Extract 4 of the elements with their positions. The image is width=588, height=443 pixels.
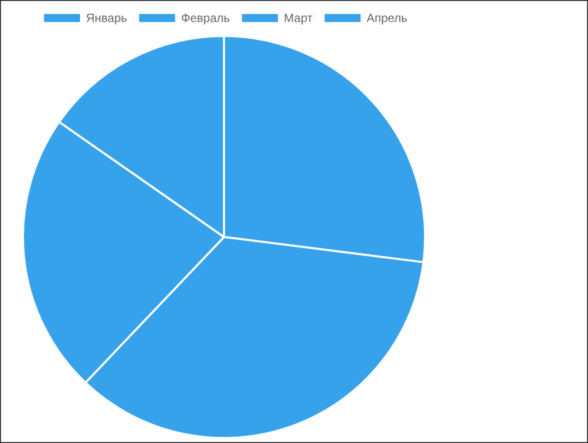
- legend-label: Апрель: [366, 11, 408, 25]
- legend-label: Февраль: [181, 11, 230, 25]
- legend-label: Январь: [86, 11, 128, 25]
- legend-label: Март: [284, 11, 314, 25]
